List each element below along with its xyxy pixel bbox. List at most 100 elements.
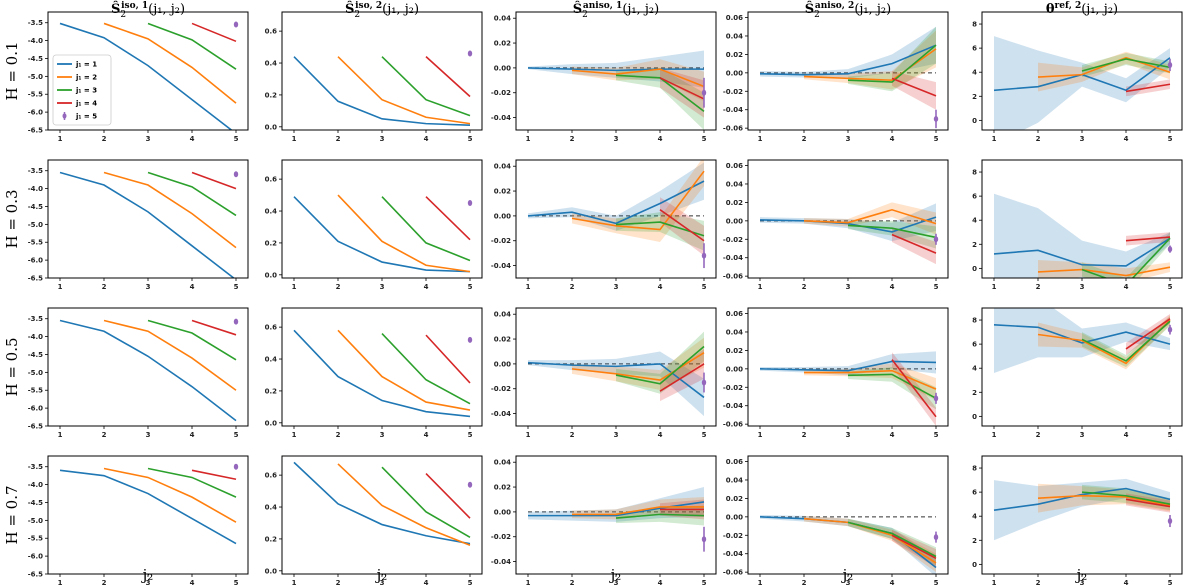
row-label-1: H = 0.1 [3, 41, 21, 100]
y-tick-label: 0.04 [494, 311, 511, 319]
y-tick-label: 0 [972, 117, 977, 125]
panel-frame [281, 159, 483, 279]
x-tick-label: 4 [890, 283, 895, 291]
error-band-j1-2 [572, 337, 704, 390]
panel-r2-c1: 1 2 3 4 5 -6.5 -6.0 -5.5 -5.0 -4.5 -4.0 -3.5 [28, 159, 249, 291]
x-tick-label: 3 [380, 135, 385, 143]
error-band-j1-2 [1038, 483, 1170, 513]
y-tick-label: 0.2 [265, 91, 278, 99]
x-tick-label: 3 [146, 283, 151, 291]
y-tick-label: -3.5 [28, 315, 43, 323]
column-title-3: Ŝ2aniso, 1(j₁, j₂) [573, 0, 659, 20]
y-tick-label: -4.0 [28, 481, 43, 489]
data-point-j1-5 [467, 336, 473, 343]
y-tick-label: 0.0 [265, 419, 278, 427]
x-tick-label: 4 [1124, 579, 1129, 585]
row-label-4: H = 0.7 [3, 485, 21, 544]
data-point-j1-5 [701, 379, 707, 386]
y-tick-label: -0.04 [723, 402, 743, 410]
series-line-j1-1 [527, 67, 704, 72]
series-line-j1-1 [59, 469, 237, 545]
plot-area [59, 318, 239, 422]
y-tick-label: -5.0 [28, 221, 43, 229]
panel-frame [281, 11, 483, 131]
series-line-j1-1 [59, 22, 233, 130]
data-point-j1-5 [233, 171, 239, 178]
y-tick-label: -0.04 [491, 558, 511, 566]
x-tick-label: 4 [424, 135, 429, 143]
column-title-1: Ŝ2iso, 1(j₁, j₂) [111, 0, 185, 20]
series-line-j1-2 [103, 22, 237, 104]
y-tick-label: 0.06 [726, 458, 743, 466]
series-line-j1-1 [993, 237, 1171, 267]
y-tick-label: 0.06 [726, 310, 743, 318]
series-line-j1-1 [759, 360, 937, 372]
series-line-j1-4 [191, 469, 237, 481]
row-label-3: H = 0.5 [3, 337, 21, 396]
error-band-j1-3 [1082, 52, 1170, 78]
error-band-j1-1 [994, 478, 1170, 541]
x-tick-label: 3 [614, 135, 619, 143]
error-band-j1-3 [848, 367, 936, 410]
panel-r2-c3: 1 2 3 4 5 -0.04 -0.02 0.00 0.02 0.04 [491, 159, 717, 291]
x-tick-label: 2 [570, 283, 575, 291]
y-tick-label: 8 [972, 21, 977, 29]
x-tick-label: 3 [380, 579, 385, 585]
x-axis-label-1: j₂ [141, 566, 154, 584]
y-tick-label: 0.06 [726, 162, 743, 170]
x-tick-label: 4 [424, 431, 429, 439]
x-tick-label: 4 [190, 283, 195, 291]
series-line-j1-1 [293, 56, 471, 127]
x-tick-label: 2 [570, 135, 575, 143]
y-tick-label: 0.04 [726, 32, 743, 40]
y-tick-label: 0.4 [265, 60, 278, 68]
series-line-j1-2 [804, 369, 937, 390]
plot-area [993, 478, 1173, 541]
y-tick-label: -3.5 [28, 463, 43, 471]
x-tick-label: 4 [890, 431, 895, 439]
data-point-j1-5 [701, 89, 707, 96]
series-line-j1-4 [1125, 236, 1171, 242]
panel-r1-c1: 1 2 3 4 5 -6.5 -6.0 -5.5 -5.0 -4.5 -4.0 -3.5 [28, 11, 249, 143]
x-tick-label: 5 [702, 135, 707, 143]
series-line-j1-3 [1081, 320, 1171, 362]
x-tick-label: 4 [1124, 135, 1129, 143]
y-tick-label: -0.02 [723, 384, 743, 392]
series-line-j1-2 [572, 506, 704, 516]
y-tick-label: 0.0 [265, 271, 278, 279]
panel-r4-c5: 1 2 3 4 5 0 2 4 6 8 [972, 455, 1183, 585]
data-point-j1-5 [1167, 518, 1173, 525]
series-line-j1-3 [147, 319, 237, 361]
plot-area [59, 463, 239, 545]
error-band-j1-1 [760, 26, 936, 79]
series-line-j1-2 [571, 68, 705, 88]
x-axis-label-5: j₂ [1075, 566, 1088, 584]
plot-area [59, 21, 239, 130]
plot-area [527, 50, 707, 130]
plot-area [59, 171, 239, 278]
x-tick-label: 2 [802, 431, 807, 439]
x-tick-label: 5 [468, 579, 473, 585]
series-line-j1-4 [425, 56, 471, 98]
x-tick-label: 4 [890, 135, 895, 143]
y-tick-label: -0.04 [491, 114, 511, 122]
series-line-j1-3 [381, 332, 471, 405]
series-line-j1-2 [1037, 56, 1171, 78]
x-tick-label: 2 [802, 579, 807, 585]
y-tick-label: 0.2 [265, 535, 278, 543]
x-tick-label: 3 [380, 431, 385, 439]
x-tick-label: 2 [336, 135, 341, 143]
x-tick-label: 2 [802, 135, 807, 143]
x-tick-label: 5 [934, 135, 939, 143]
series-line-j1-1 [59, 319, 237, 422]
x-tick-label: 3 [614, 579, 619, 585]
y-tick-label: 0.04 [494, 163, 511, 171]
x-tick-label: 2 [102, 431, 107, 439]
series-line-j1-2 [1037, 494, 1171, 507]
series-line-j1-1 [993, 487, 1171, 511]
series-line-j1-2 [337, 463, 471, 547]
x-tick-label: 2 [802, 283, 807, 291]
series-line-j1-4 [425, 334, 471, 384]
series-line-j1-4 [891, 77, 937, 97]
error-band-j1-4 [660, 67, 704, 118]
